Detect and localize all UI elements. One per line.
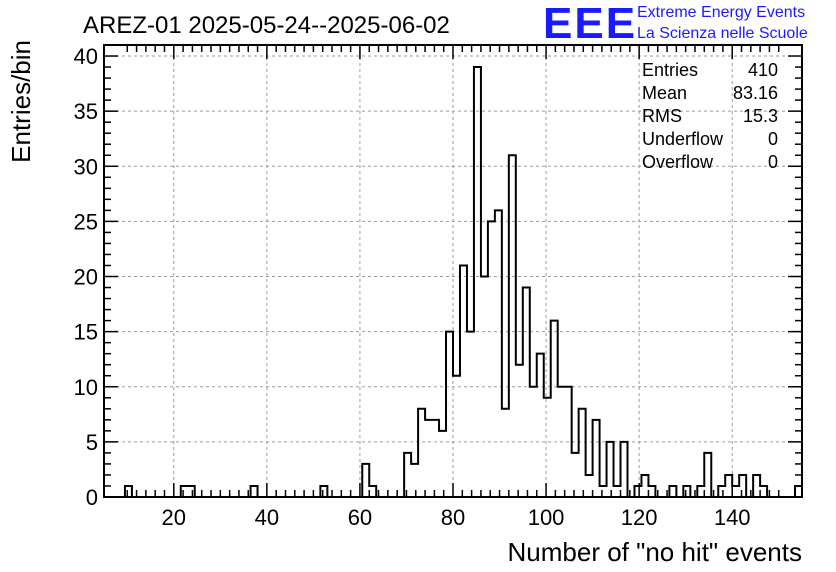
stats-value: 410 [748,60,778,80]
histogram-bin [481,277,488,497]
histogram-bin [530,387,537,497]
histogram-outline [104,66,803,498]
x-tick-label: 20 [162,505,186,530]
histogram-bin [572,453,579,497]
histogram-bin [718,486,725,497]
histogram-bin [579,409,586,497]
stats-value: 0 [768,129,778,149]
histogram-bin [523,288,530,497]
histogram-bin [125,486,132,497]
stats-label: RMS [642,106,682,126]
x-tick-label: 120 [621,505,658,530]
histogram-bin [634,486,641,497]
histogram-bin [760,486,767,497]
y-tick-label: 20 [74,265,98,290]
logo-mark: EEE [543,0,637,48]
histogram-bin [418,409,425,497]
stats-value: 15.3 [743,106,778,126]
stats-box: Entries 410 Mean 83.16 RMS 15.3 Underflow 0 Over… [642,60,778,172]
histogram-bin [641,475,648,497]
histogram-bin [181,486,188,497]
histogram-bin [467,332,474,497]
x-tick-label: 80 [441,505,465,530]
histogram-bin [669,486,676,497]
ticks: 20 40 60 80 100 120 140 0 5 10 15 20 25 30 35 40 [74,44,802,530]
histogram-bin [648,486,655,497]
histogram-bin [753,475,760,497]
histogram-bin [509,155,516,497]
x-tick-label: 140 [714,505,751,530]
stats-label: Entries [642,60,698,80]
histogram-bin [593,420,600,497]
histogram-bin [795,486,802,497]
histogram-bin [488,221,495,497]
histogram-bars [104,66,803,498]
stats-label: Overflow [642,152,714,172]
eee-logo: EEE Extreme Energy Events La Scienza nel… [543,0,808,48]
x-tick-label: 40 [255,505,279,530]
histogram-bin [607,442,614,497]
logo-line-2: La Scienza nelle Scuole [637,25,808,42]
y-tick-label: 0 [86,485,98,510]
chart-title: AREZ-01 2025-05-24--2025-06-02 [83,12,450,39]
stats-label: Underflow [642,129,724,149]
histogram-bin [474,67,481,497]
y-tick-label: 15 [74,320,98,345]
histogram-bin [683,486,690,497]
histogram-bin [558,387,565,497]
y-tick-label: 40 [74,44,98,69]
histogram-bin [621,442,628,497]
histogram-bin [425,420,432,497]
histogram-bin [537,354,544,497]
histogram-bin [446,332,453,497]
histogram-bin [320,486,327,497]
y-tick-label: 5 [86,430,98,455]
histogram-bin [251,486,258,497]
histogram-bin [551,321,558,497]
y-axis-title: Entries/bin [6,40,36,163]
histogram-bin [614,486,621,497]
grid [104,45,802,497]
histogram-bin [586,475,593,497]
histogram-bin [697,486,704,497]
histogram-bin [704,453,711,497]
histogram-bin [502,409,509,497]
y-tick-label: 25 [74,209,98,234]
histogram-bin [362,464,369,497]
histogram-bin [432,420,439,497]
histogram-bin [369,486,376,497]
histogram-bin [460,265,467,497]
x-axis-title: Number of "no hit" events [508,537,803,567]
histogram-bin [495,210,502,497]
y-tick-label: 10 [74,375,98,400]
x-tick-label: 100 [528,505,565,530]
histogram-bin [411,464,418,497]
histogram-bin [725,475,732,497]
stats-value: 83.16 [733,83,778,103]
histogram-bin [439,431,446,497]
histogram-bin [565,387,572,497]
y-tick-label: 35 [74,99,98,124]
histogram-bin [544,398,551,497]
histogram-bin [516,365,523,497]
histogram-bin [732,486,739,497]
x-tick-label: 60 [348,505,372,530]
histogram-bin [739,475,746,497]
histogram-bin [453,376,460,497]
histogram-bin [188,486,195,497]
y-tick-label: 30 [74,154,98,179]
histogram-bin [600,486,607,497]
stats-value: 0 [768,152,778,172]
logo-line-1: Extreme Energy Events [637,4,805,21]
histogram-bin [404,453,411,497]
stats-label: Mean [642,83,687,103]
